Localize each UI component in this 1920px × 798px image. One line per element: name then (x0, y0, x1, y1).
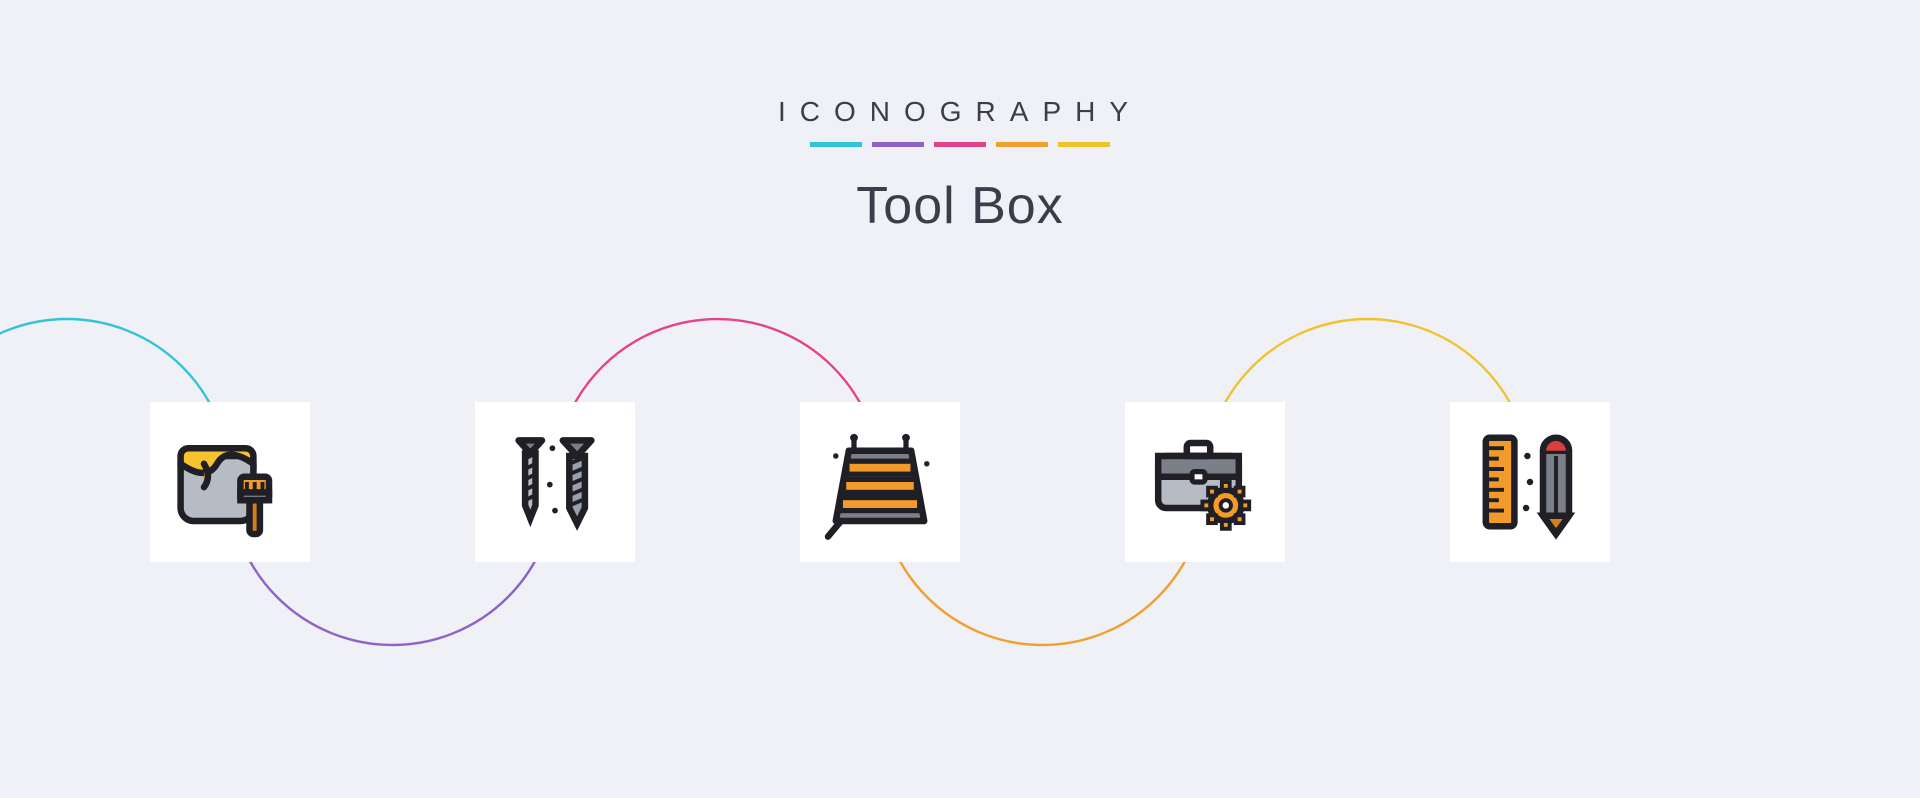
paint-bucket-brush-icon (165, 417, 295, 547)
ruler-pencil-icon (1465, 417, 1595, 547)
icon-tile-barrier (800, 402, 960, 562)
toolbox-gear-icon (1158, 443, 1249, 529)
icon-tile-toolbox (1125, 402, 1285, 562)
toolbox-gear-icon (1140, 417, 1270, 547)
screws-icon (519, 440, 592, 523)
icon-tile-screws (475, 402, 635, 562)
ruler-pencil-icon (1486, 438, 1569, 534)
barrier-icon (828, 434, 929, 537)
barrier-icon (815, 417, 945, 547)
connector-arcs (0, 0, 1920, 798)
icon-tile-ruler-pencil (1450, 402, 1610, 562)
screws-icon (490, 417, 620, 547)
icon-tile-paint (150, 402, 310, 562)
paint-bucket-brush-icon (181, 448, 269, 534)
